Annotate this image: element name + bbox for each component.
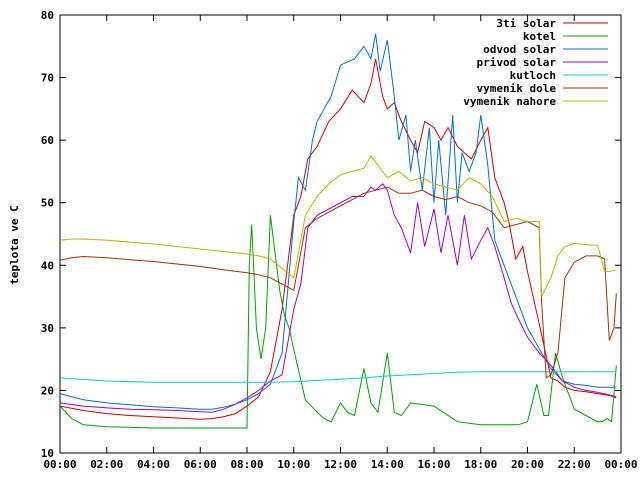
x-axis: 00:00 02:00 04:00 06:00 08:00 10:00 12:00 14:00… bbox=[43, 15, 638, 471]
y-tick-label: 20 bbox=[41, 384, 54, 397]
x-tick-label: 20:00 bbox=[511, 458, 544, 471]
x-tick-label: 06:00 bbox=[184, 458, 217, 471]
legend-label: vymenik nahore bbox=[463, 95, 556, 108]
y-tick-label: 70 bbox=[41, 72, 54, 85]
x-tick-label: 00:00 bbox=[604, 458, 637, 471]
series-line-2 bbox=[59, 215, 617, 429]
x-tick-label: 08:00 bbox=[230, 458, 263, 471]
y-axis-label: teplota ve C bbox=[8, 205, 21, 284]
x-tick-label: 18:00 bbox=[464, 458, 497, 471]
y-tick-label: 10 bbox=[41, 447, 54, 460]
x-tick-label: 16:00 bbox=[417, 458, 450, 471]
y-tick-label: 80 bbox=[41, 9, 54, 22]
y-tick-label: 60 bbox=[41, 134, 54, 147]
x-tick-label: 10:00 bbox=[277, 458, 310, 471]
legend-label: kutloch bbox=[510, 69, 556, 82]
legend-label: odvod solar bbox=[483, 43, 556, 56]
x-tick-label: 22:00 bbox=[558, 458, 591, 471]
legend-label: 3ti solar bbox=[496, 17, 556, 30]
y-axis: 10 20 30 40 50 60 70 80 bbox=[41, 9, 621, 460]
legend-label: privod solar bbox=[477, 56, 557, 69]
y-tick-label: 50 bbox=[41, 197, 54, 210]
x-tick-label: 14:00 bbox=[371, 458, 404, 471]
series-line-4 bbox=[59, 183, 617, 413]
series-line-3 bbox=[59, 33, 617, 410]
series-line-7 bbox=[59, 154, 617, 297]
x-tick-label: 04:00 bbox=[137, 458, 170, 471]
series-line-1 bbox=[59, 58, 617, 420]
legend-label: vymenik dole bbox=[477, 82, 557, 95]
y-tick-label: 40 bbox=[41, 259, 54, 272]
x-tick-label: 12:00 bbox=[324, 458, 357, 471]
y-tick-label: 30 bbox=[41, 322, 54, 335]
x-tick-label: 00:00 bbox=[43, 458, 76, 471]
legend-label: kotel bbox=[523, 30, 556, 43]
series-line-6 bbox=[59, 186, 617, 379]
x-tick-label: 02:00 bbox=[90, 458, 123, 471]
series-line-5 bbox=[59, 371, 617, 383]
